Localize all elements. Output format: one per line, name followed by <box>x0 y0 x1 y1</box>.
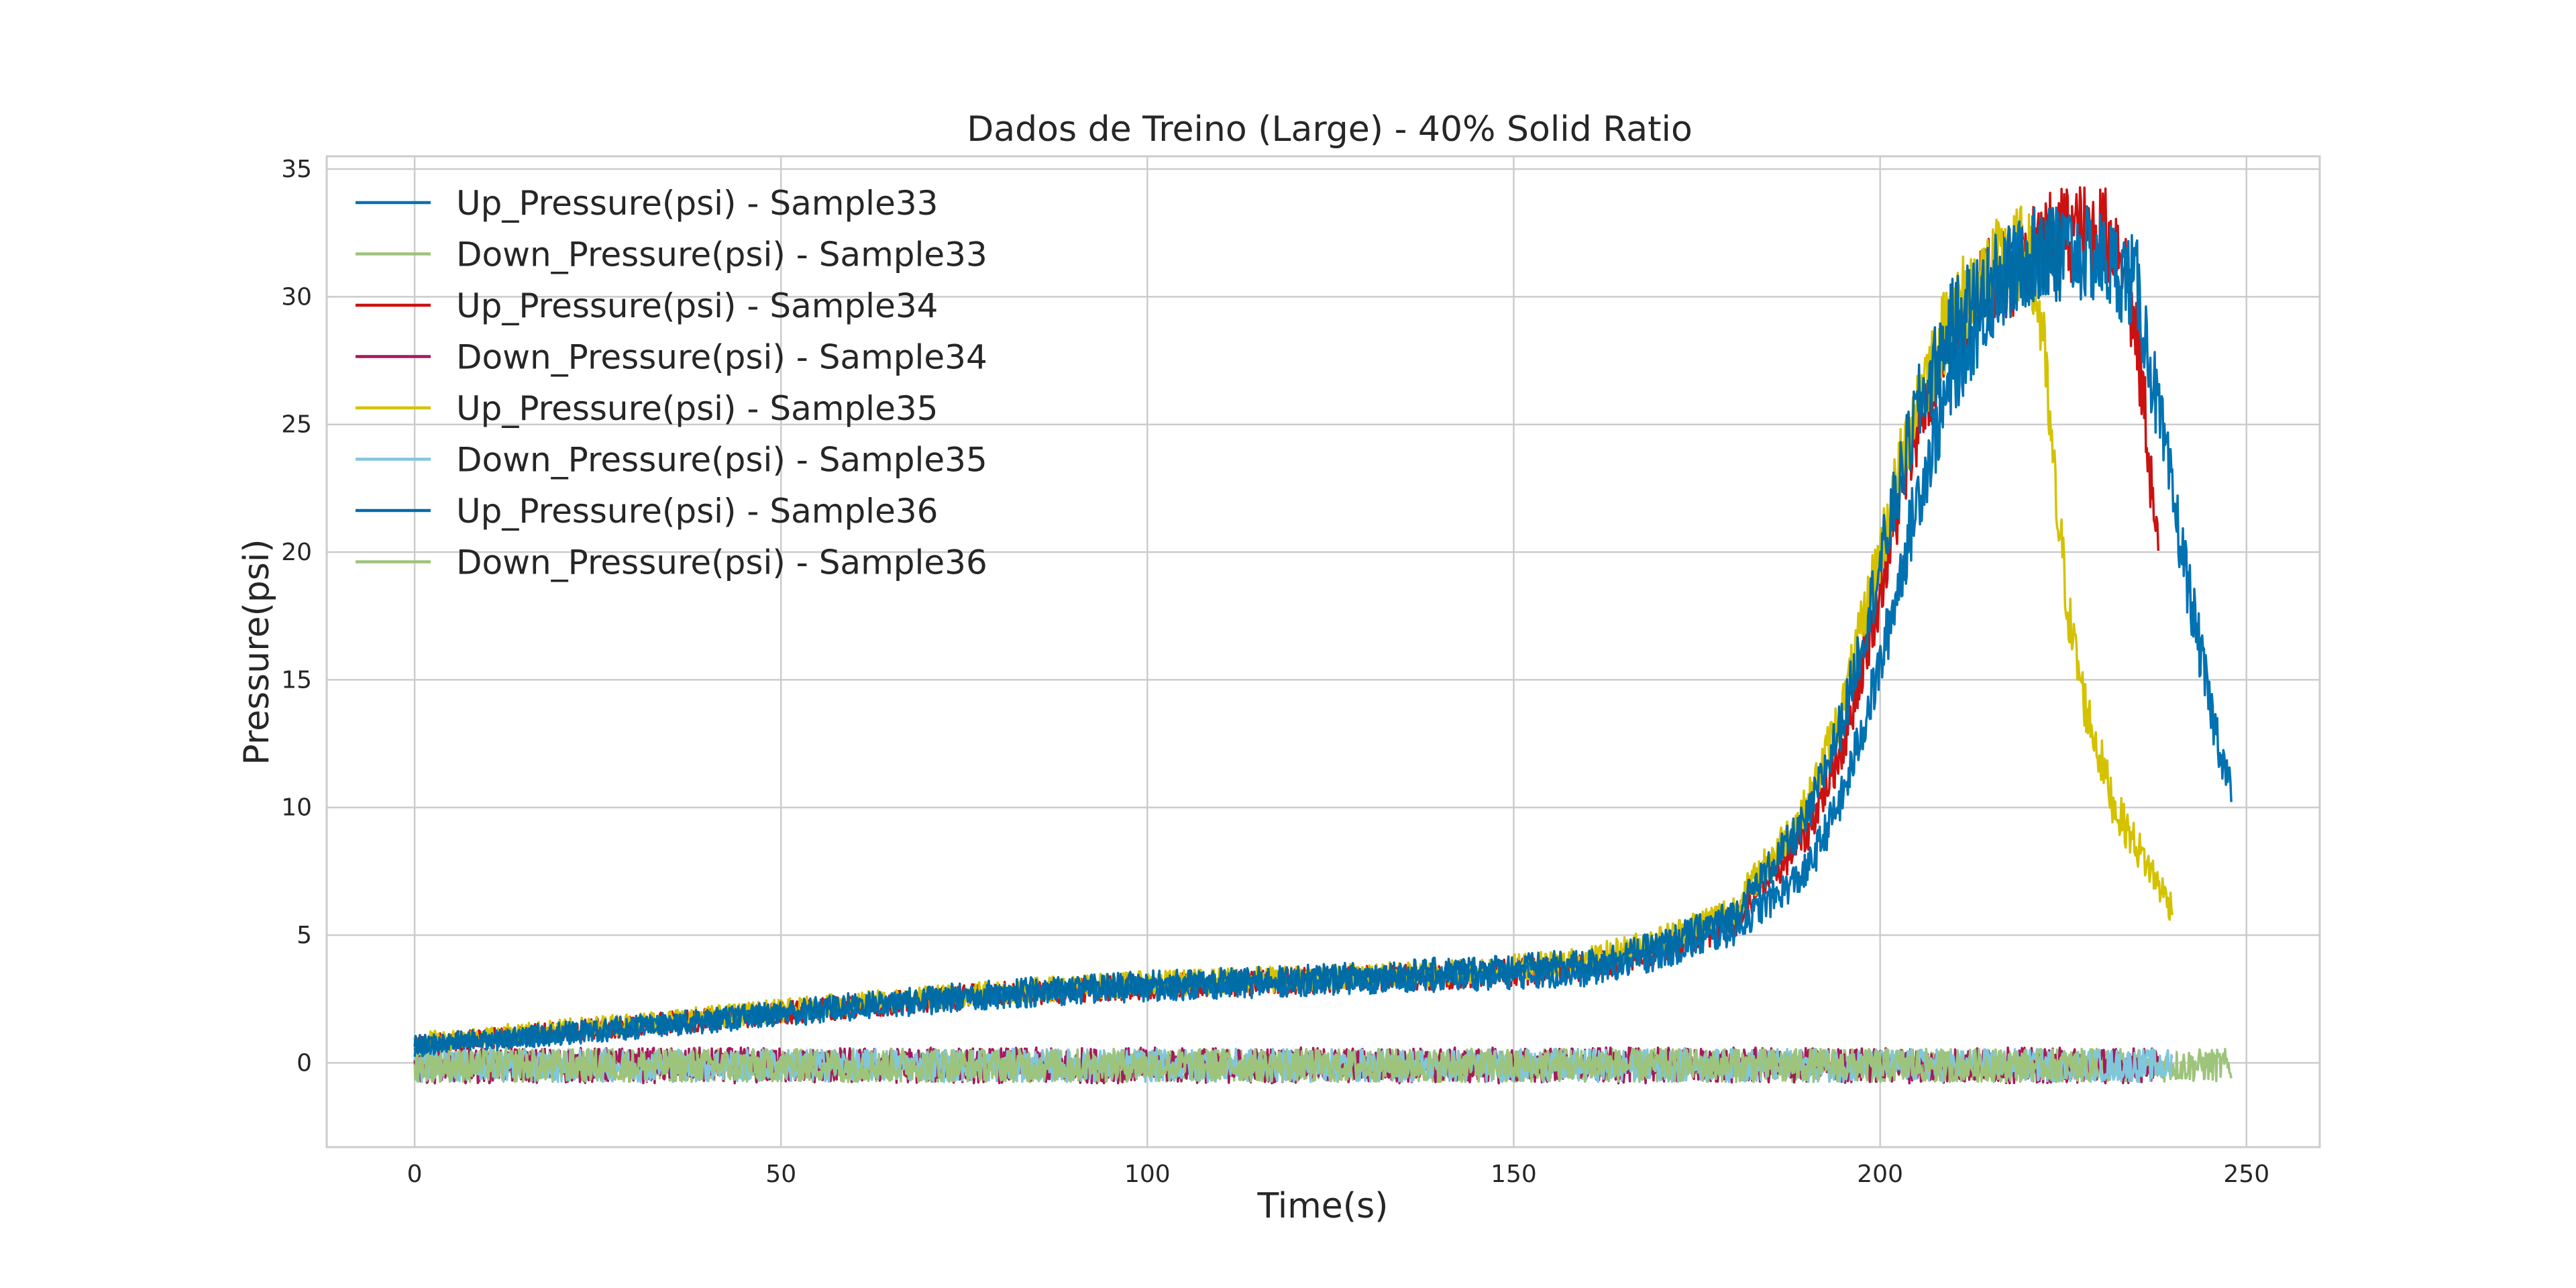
series-line <box>413 1047 2174 1083</box>
x-tick-label: 250 <box>2223 1161 2269 1188</box>
x-tick-label: 100 <box>1124 1161 1171 1188</box>
x-tick-label: 200 <box>1857 1161 1903 1188</box>
y-tick-label: 30 <box>281 283 312 311</box>
y-tick-label: 25 <box>281 411 312 439</box>
y-tick-label: 20 <box>281 539 312 566</box>
x-tick-label: 0 <box>407 1161 423 1188</box>
legend-label: Up_Pressure(psi) - Sample36 <box>456 492 938 531</box>
y-tick-label: 5 <box>297 922 312 949</box>
y-axis-label: Pressure(psi) <box>237 539 277 765</box>
plot-frame <box>325 155 2321 1148</box>
legend-label: Down_Pressure(psi) - Sample35 <box>456 441 987 480</box>
legend-label: Down_Pressure(psi) - Sample34 <box>456 338 987 377</box>
legend: Up_Pressure(psi) - Sample33 Down_Pressure… <box>356 184 987 582</box>
legend-label: Up_Pressure(psi) - Sample34 <box>456 286 938 325</box>
y-tick-label: 35 <box>281 156 312 183</box>
legend-label: Up_Pressure(psi) - Sample33 <box>456 184 938 223</box>
y-tick-label: 10 <box>281 794 312 822</box>
series-line <box>413 207 2064 1054</box>
chart-title: Dados de Treino (Large) - 40% Solid Rati… <box>967 109 1693 150</box>
series-line <box>413 1047 2100 1083</box>
x-tick-label: 150 <box>1491 1161 1537 1188</box>
y-tick-label: 0 <box>297 1049 312 1077</box>
y-tick-label: 15 <box>281 666 312 694</box>
series-lines <box>413 186 2233 1085</box>
x-tick-label: 50 <box>765 1161 796 1188</box>
legend-label: Up_Pressure(psi) - Sample35 <box>456 389 938 428</box>
legend-label: Down_Pressure(psi) - Sample33 <box>456 235 987 274</box>
legend-label: Down_Pressure(psi) - Sample36 <box>456 543 987 582</box>
x-axis-label: Time(s) <box>1257 1186 1389 1226</box>
tick-labels: 0 50 100 150 200 250 0 5 10 15 20 25 30 35 <box>281 156 2269 1188</box>
